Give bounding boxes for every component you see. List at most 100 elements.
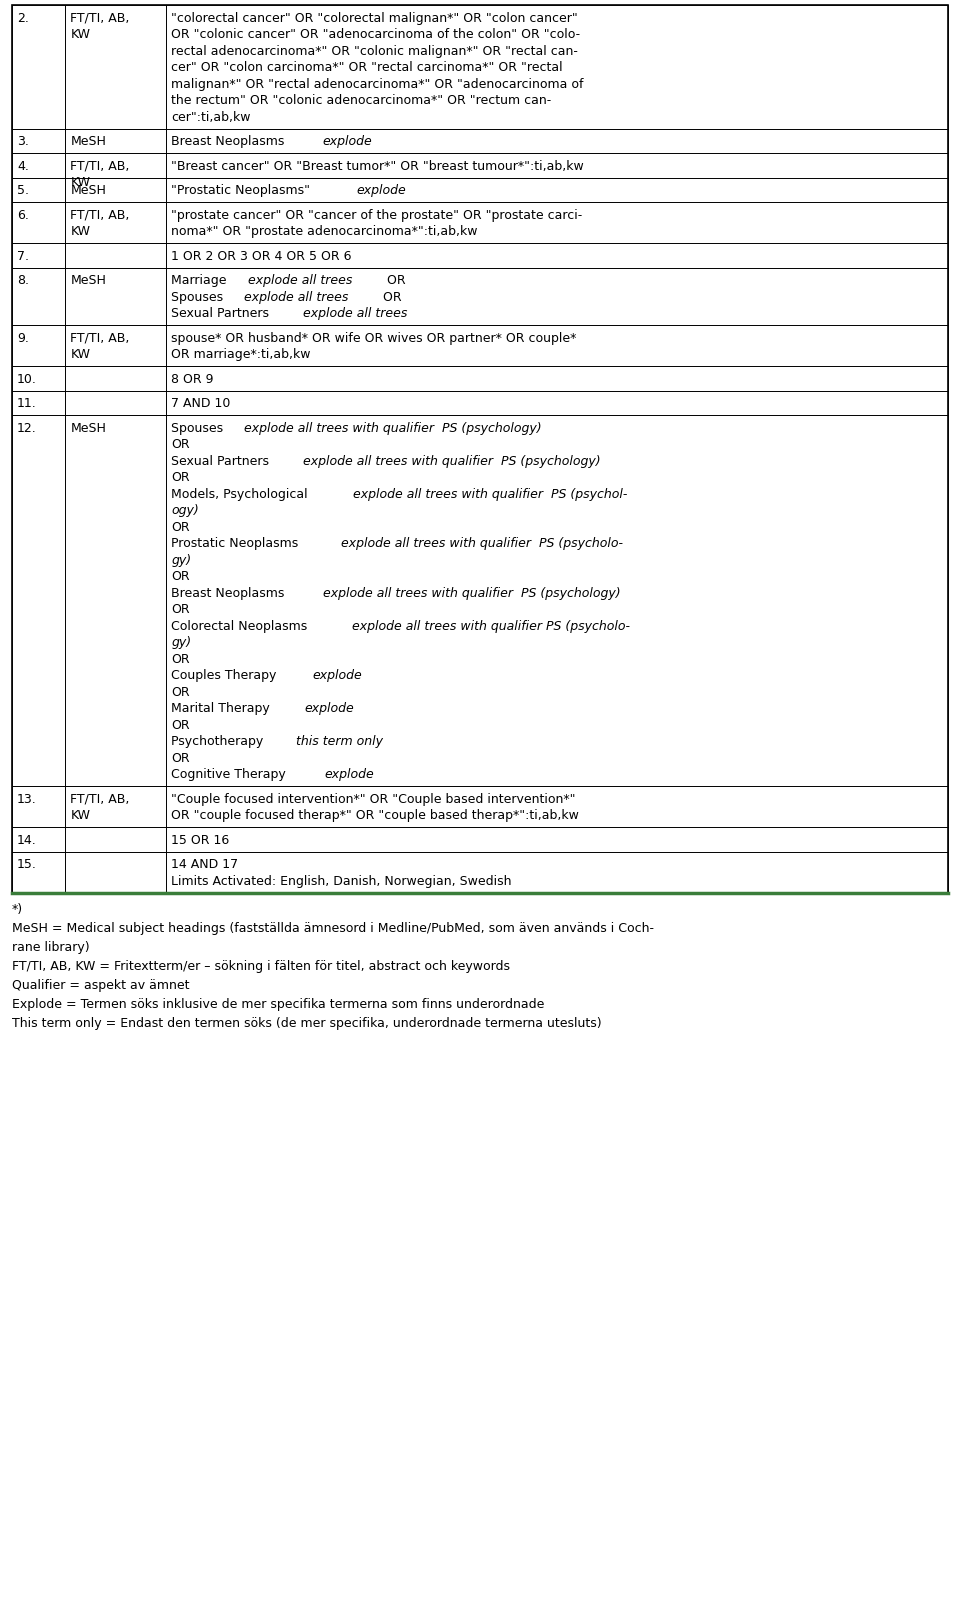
Text: ogy): ogy) <box>172 505 199 518</box>
Text: 10.: 10. <box>17 372 36 385</box>
Bar <box>166 201 948 243</box>
Text: MeSH: MeSH <box>70 422 107 435</box>
Text: 8.: 8. <box>17 275 29 288</box>
Bar <box>12 177 65 201</box>
Text: Marriage: Marriage <box>172 275 231 288</box>
Bar <box>166 852 948 893</box>
Text: explode all trees with qualifier  PS (psychology): explode all trees with qualifier PS (psy… <box>244 422 541 435</box>
Text: 9.: 9. <box>17 332 29 345</box>
Bar <box>12 828 65 852</box>
Text: OR: OR <box>172 438 190 451</box>
Text: OR: OR <box>172 570 190 583</box>
Text: Couples Therapy: Couples Therapy <box>172 670 281 682</box>
Text: OR: OR <box>172 686 190 698</box>
Text: OR "couple focused therap*" OR "couple based therap*":ti,ab,kw: OR "couple focused therap*" OR "couple b… <box>172 809 579 823</box>
Text: OR: OR <box>172 471 190 484</box>
Text: explode: explode <box>313 670 362 682</box>
Text: FT/TI, AB,: FT/TI, AB, <box>70 793 130 805</box>
Text: MeSH: MeSH <box>70 275 107 288</box>
Text: Sexual Partners: Sexual Partners <box>172 307 274 320</box>
Bar <box>12 201 65 243</box>
Text: 13.: 13. <box>17 793 36 805</box>
Text: 2.: 2. <box>17 11 29 26</box>
Text: explode all trees: explode all trees <box>244 291 348 304</box>
Bar <box>12 390 65 415</box>
Text: "colorectal cancer" OR "colorectal malignan*" OR "colon cancer": "colorectal cancer" OR "colorectal malig… <box>172 11 578 26</box>
Text: 14.: 14. <box>17 834 36 847</box>
Bar <box>65 324 166 366</box>
Text: cer" OR "colon carcinoma*" OR "rectal carcinoma*" OR "rectal: cer" OR "colon carcinoma*" OR "rectal ca… <box>172 61 564 75</box>
Text: 6.: 6. <box>17 209 29 222</box>
Bar <box>166 324 948 366</box>
Text: OR "colonic cancer" OR "adenocarcinoma of the colon" OR "colo-: OR "colonic cancer" OR "adenocarcinoma o… <box>172 29 581 42</box>
Text: Prostatic Neoplasms: Prostatic Neoplasms <box>172 537 302 550</box>
Text: malignan*" OR "rectal adenocarcinoma*" OR "adenocarcinoma of: malignan*" OR "rectal adenocarcinoma*" O… <box>172 78 584 91</box>
Text: FT/TI, AB, KW = Fritextterm/er – sökning i fälten för titel, abstract och keywor: FT/TI, AB, KW = Fritextterm/er – sökning… <box>12 960 510 973</box>
Text: 5.: 5. <box>17 184 29 198</box>
Text: explode all trees with qualifier  PS (psycholo-: explode all trees with qualifier PS (psy… <box>341 537 623 550</box>
Text: KW: KW <box>70 225 90 238</box>
Text: 1 OR 2 OR 3 OR 4 OR 5 OR 6: 1 OR 2 OR 3 OR 4 OR 5 OR 6 <box>172 249 352 262</box>
Text: Explode = Termen söks inklusive de mer specifika termerna som finns underordnade: Explode = Termen söks inklusive de mer s… <box>12 999 544 1012</box>
Text: FT/TI, AB,: FT/TI, AB, <box>70 11 130 26</box>
Text: OR: OR <box>172 719 190 732</box>
Text: the rectum" OR "colonic adenocarcinoma*" OR "rectum can-: the rectum" OR "colonic adenocarcinoma*"… <box>172 94 552 107</box>
Text: OR: OR <box>383 275 405 288</box>
Bar <box>65 786 166 828</box>
Text: explode: explode <box>323 136 372 149</box>
Text: Cognitive Therapy: Cognitive Therapy <box>172 769 290 781</box>
Text: KW: KW <box>70 29 90 42</box>
Text: FT/TI, AB,: FT/TI, AB, <box>70 160 130 173</box>
Bar <box>12 415 65 786</box>
Text: cer":ti,ab,kw: cer":ti,ab,kw <box>172 110 251 125</box>
Text: 11.: 11. <box>17 398 36 411</box>
Text: Spouses: Spouses <box>172 291 228 304</box>
Bar <box>65 366 166 390</box>
Text: 15.: 15. <box>17 858 36 871</box>
Bar <box>65 390 166 415</box>
Bar <box>166 153 948 177</box>
Bar <box>166 415 948 786</box>
Text: KW: KW <box>70 348 90 361</box>
Text: 3.: 3. <box>17 136 29 149</box>
Text: noma*" OR "prostate adenocarcinoma*":ti,ab,kw: noma*" OR "prostate adenocarcinoma*":ti,… <box>172 225 478 238</box>
Text: explode all trees with qualifier PS (psycholo-: explode all trees with qualifier PS (psy… <box>352 620 631 633</box>
Bar <box>12 153 65 177</box>
Text: 7 AND 10: 7 AND 10 <box>172 398 230 411</box>
Text: gy): gy) <box>172 636 192 649</box>
Bar <box>65 201 166 243</box>
Text: rectal adenocarcinoma*" OR "colonic malignan*" OR "rectal can-: rectal adenocarcinoma*" OR "colonic mali… <box>172 45 578 58</box>
Text: Marital Therapy: Marital Therapy <box>172 703 275 716</box>
Text: "prostate cancer" OR "cancer of the prostate" OR "prostate carci-: "prostate cancer" OR "cancer of the pros… <box>172 209 583 222</box>
Text: MeSH: MeSH <box>70 136 107 149</box>
Text: explode: explode <box>304 703 354 716</box>
Text: FT/TI, AB,: FT/TI, AB, <box>70 209 130 222</box>
Bar <box>166 390 948 415</box>
Bar <box>12 324 65 366</box>
Text: Models, Psychological: Models, Psychological <box>172 487 312 500</box>
Bar <box>65 852 166 893</box>
Text: KW: KW <box>70 176 90 190</box>
Text: OR marriage*:ti,ab,kw: OR marriage*:ti,ab,kw <box>172 348 311 361</box>
Bar <box>65 267 166 324</box>
Text: explode: explode <box>324 769 374 781</box>
Bar <box>12 243 65 267</box>
Text: Limits Activated: English, Danish, Norwegian, Swedish: Limits Activated: English, Danish, Norwe… <box>172 874 512 888</box>
Bar <box>65 153 166 177</box>
Bar <box>12 786 65 828</box>
Text: Sexual Partners: Sexual Partners <box>172 455 274 468</box>
Text: 14 AND 17: 14 AND 17 <box>172 858 239 871</box>
Text: 7.: 7. <box>17 249 29 262</box>
Text: this term only: this term only <box>296 735 383 748</box>
Text: Qualifier = aspekt av ämnet: Qualifier = aspekt av ämnet <box>12 980 189 992</box>
Bar <box>166 786 948 828</box>
Text: Breast Neoplasms: Breast Neoplasms <box>172 136 289 149</box>
Text: KW: KW <box>70 809 90 823</box>
Text: FT/TI, AB,: FT/TI, AB, <box>70 332 130 345</box>
Bar <box>166 366 948 390</box>
Text: explode all trees: explode all trees <box>303 307 407 320</box>
Text: explode all trees with qualifier  PS (psychology): explode all trees with qualifier PS (psy… <box>323 586 620 599</box>
Text: "Couple focused intervention*" OR "Couple based intervention*": "Couple focused intervention*" OR "Coupl… <box>172 793 576 805</box>
Text: Psychotherapy: Psychotherapy <box>172 735 268 748</box>
Bar <box>166 177 948 201</box>
